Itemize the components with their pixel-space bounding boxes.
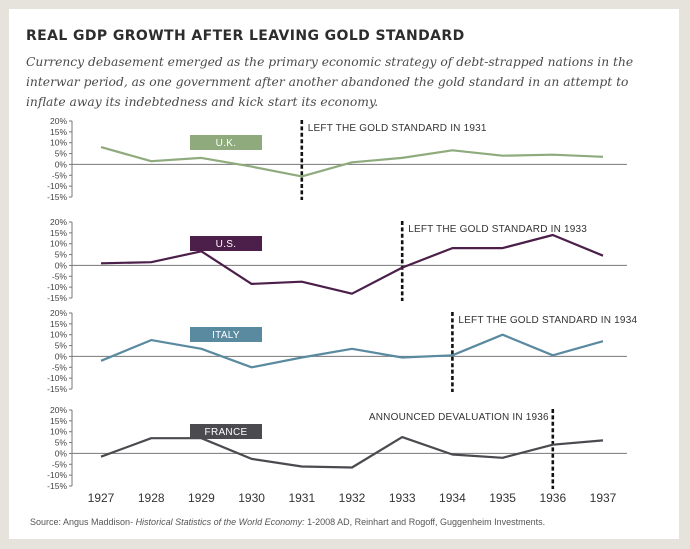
x-tick-label: 1927	[88, 491, 115, 505]
annotation-text: LEFT THE GOLD STANDARD IN 1933	[408, 224, 587, 235]
y-tick-label: -5%	[52, 271, 68, 281]
y-tick-label: -15%	[47, 293, 67, 303]
y-tick-label: -5%	[52, 170, 68, 180]
series-line	[100, 146, 604, 178]
y-tick-label: 0%	[55, 159, 68, 169]
y-tick-label: 5%	[55, 438, 68, 448]
y-tick-label: -10%	[47, 181, 67, 191]
series-label: U.K.	[216, 138, 237, 149]
y-tick-label: 20%	[50, 217, 67, 227]
series-line	[100, 436, 604, 469]
y-tick-label: 10%	[50, 138, 67, 148]
y-tick-label: 0%	[55, 260, 68, 270]
y-tick-label: 10%	[50, 330, 67, 340]
source-suffix: 1-2008 AD, Reinhart and Rogoff, Guggenhe…	[304, 517, 546, 527]
y-tick-label: 5%	[55, 341, 68, 351]
source-note: Source: Angus Maddison- Historical Stati…	[30, 517, 545, 527]
x-tick-label: 1928	[138, 491, 165, 505]
series-label-box	[190, 135, 262, 150]
y-tick-label: 20%	[50, 405, 67, 415]
annotation-text: LEFT THE GOLD STANDARD IN 1931	[308, 123, 487, 134]
y-tick-label: 15%	[50, 416, 67, 426]
annotation-text: LEFT THE GOLD STANDARD IN 1934	[458, 315, 637, 326]
series-label-box	[190, 327, 262, 342]
y-tick-label: 15%	[50, 228, 67, 238]
source-prefix: Source: Angus Maddison-	[30, 517, 136, 527]
x-tick-label: 1937	[590, 491, 617, 505]
series-label: ITALY	[212, 330, 240, 341]
y-tick-label: -15%	[47, 192, 67, 202]
y-tick-label: 20%	[50, 116, 67, 126]
y-tick-label: -5%	[52, 459, 68, 469]
series-line	[100, 233, 604, 295]
x-tick-label: 1931	[288, 491, 315, 505]
x-tick-label: 1930	[238, 491, 265, 505]
chart-subtitle: Currency debasement emerged as the prima…	[26, 55, 634, 109]
y-tick-label: -15%	[47, 481, 67, 491]
x-tick-label: 1929	[188, 491, 215, 505]
series-label: U.S.	[216, 239, 237, 250]
x-tick-label: 1934	[439, 491, 466, 505]
x-tick-label: 1936	[539, 491, 566, 505]
y-tick-label: 5%	[55, 149, 68, 159]
y-tick-label: 0%	[55, 448, 68, 458]
series-line	[100, 333, 604, 369]
x-tick-label: 1932	[339, 491, 366, 505]
y-tick-label: 0%	[55, 351, 68, 361]
series-label-box	[190, 424, 262, 439]
x-tick-label: 1935	[489, 491, 516, 505]
y-tick-label: -10%	[47, 470, 67, 480]
y-tick-label: -10%	[47, 373, 67, 383]
y-tick-label: 15%	[50, 319, 67, 329]
source-italic: Historical Statistics of the World Econo…	[135, 517, 305, 527]
y-tick-label: -10%	[47, 282, 67, 292]
y-tick-label: 20%	[50, 308, 67, 318]
chart-card	[9, 9, 679, 539]
annotation-text: ANNOUNCED DEVALUATION IN 1936	[369, 412, 549, 423]
chart-title: REAL GDP GROWTH AFTER LEAVING GOLD STAND…	[26, 28, 465, 44]
y-tick-label: 5%	[55, 250, 68, 260]
series-label: FRANCE	[205, 427, 248, 438]
x-tick-label: 1933	[389, 491, 416, 505]
series-label-box	[190, 236, 262, 251]
y-tick-label: 15%	[50, 127, 67, 137]
y-tick-label: -15%	[47, 384, 67, 394]
y-tick-label: 10%	[50, 427, 67, 437]
y-tick-label: 10%	[50, 239, 67, 249]
y-tick-label: -5%	[52, 362, 68, 372]
